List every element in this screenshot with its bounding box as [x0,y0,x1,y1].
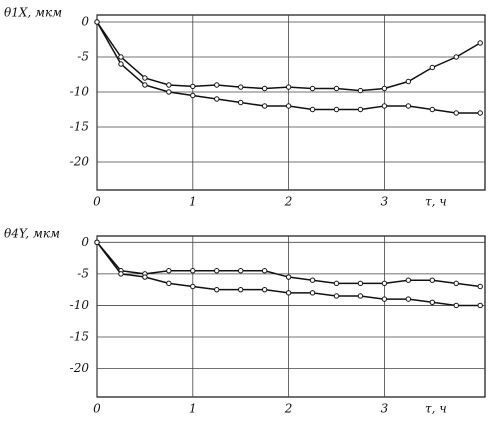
point [477,283,483,290]
point [166,268,172,274]
point [333,85,340,92]
y-tick-label: -10 [70,85,90,99]
point [238,84,244,90]
point [357,87,364,94]
y-tick-label: -15 [70,330,89,344]
y-axis-label: θ4Y, мкм [4,227,60,241]
x-tick-label: 3 [381,402,389,416]
point [118,271,124,277]
point [405,296,412,302]
point [477,40,483,46]
point [429,106,436,113]
point [381,296,388,302]
plot-frame [96,14,486,191]
x-tick-label: 2 [284,402,293,416]
point [261,103,268,109]
y-tick-label: -5 [77,50,89,64]
point [261,286,268,293]
x-tick-label: 0 [93,402,101,416]
point [261,85,268,92]
x-tick-label: 0 [93,195,101,209]
x-tick-label: 1 [189,402,197,416]
point [453,302,459,309]
point [429,299,436,305]
point [261,268,268,274]
point [142,82,148,88]
point [453,280,459,287]
point [453,54,459,60]
point [238,268,244,274]
point [309,277,316,283]
point [429,64,436,71]
point [405,78,412,85]
y-tick-label: -20 [70,361,90,375]
point [166,280,172,287]
point [118,54,124,60]
point [309,106,316,113]
point [429,277,436,283]
point [309,290,316,296]
point [190,268,196,274]
point [214,268,220,274]
point [214,286,220,293]
point [142,274,148,280]
point [405,103,412,109]
point [333,293,340,299]
point [453,110,459,116]
point [238,286,244,293]
y-tick-label: 0 [81,15,89,29]
point [381,280,388,287]
point [214,82,220,88]
y-axis-label: θ1X, мкм [4,6,62,20]
point [477,110,483,116]
y-tick-label: -5 [77,266,89,280]
point [381,103,388,109]
x-axis-label: τ, ч [425,402,447,416]
point [166,89,172,95]
y-tick-label: -15 [70,120,89,134]
point [238,99,244,106]
point [309,85,316,92]
y-tick-label: -10 [70,298,90,312]
point [214,96,220,102]
point [190,283,196,290]
point [190,92,196,99]
point [190,83,196,90]
point [357,293,364,299]
point [357,280,364,287]
y-tick-label: -20 [70,155,90,169]
point [477,302,483,309]
point [94,19,100,25]
point [333,106,340,113]
x-axis-label: τ, ч [425,195,447,209]
point [166,82,172,88]
plot-frame [96,235,486,398]
x-tick-label: 2 [284,195,293,209]
point [285,84,292,90]
point [142,75,148,81]
point [285,103,292,109]
x-tick-label: 3 [381,195,389,209]
y-tick-label: 0 [81,235,89,249]
point [357,106,364,113]
point [381,85,388,92]
point [405,277,412,283]
point [118,61,124,67]
point [285,274,292,280]
point [94,239,100,246]
point [333,280,340,287]
point [285,290,292,296]
x-tick-label: 1 [189,195,197,209]
